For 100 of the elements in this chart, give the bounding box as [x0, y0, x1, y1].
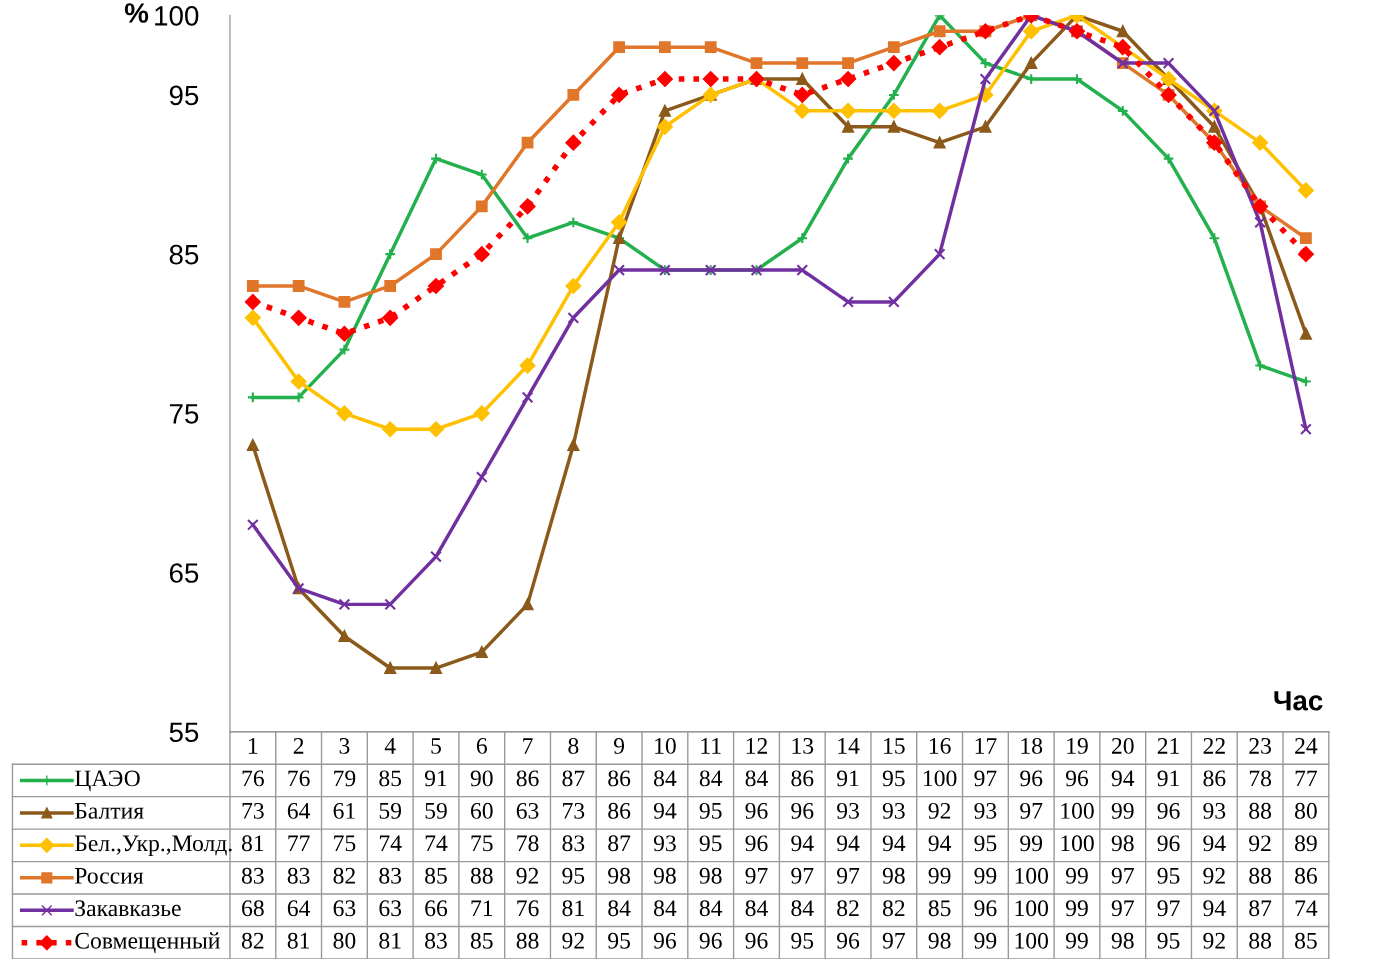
- legend-label: Совмещенный: [75, 932, 220, 954]
- x-tick-label: 15: [884, 738, 905, 754]
- data-label: 96: [745, 835, 768, 852]
- data-label: 100: [1015, 867, 1049, 884]
- data-label: 82: [333, 867, 355, 884]
- data-label: 96: [1157, 835, 1180, 852]
- data-label: 86: [1295, 867, 1318, 884]
- data-label: 88: [516, 932, 539, 949]
- data-label: 77: [288, 835, 310, 852]
- data-label: 76: [242, 770, 264, 787]
- data-label: 86: [608, 802, 631, 819]
- data-label: 84: [699, 900, 723, 917]
- y-tick-label: 75: [169, 404, 199, 424]
- data-label: 92: [562, 932, 584, 949]
- data-label: 75: [471, 835, 493, 852]
- x-tick-label: 23: [1249, 737, 1272, 754]
- data-label: 83: [241, 867, 264, 884]
- data-label: 100: [1015, 900, 1049, 917]
- data-label: 92: [1203, 932, 1225, 949]
- data-label: 97: [1020, 802, 1043, 819]
- data-label: 86: [1203, 770, 1226, 787]
- data-label: 92: [928, 802, 951, 819]
- legend-label: Бел.,Укр.,Молд.: [74, 835, 232, 857]
- data-label: 97: [882, 932, 905, 949]
- data-label: 98: [928, 932, 951, 949]
- y-tick-label: 100: [155, 6, 199, 26]
- data-label: 96: [974, 900, 997, 917]
- data-label: 96: [1065, 770, 1089, 787]
- data-label: 75: [334, 835, 356, 852]
- x-tick-label: 10: [655, 737, 676, 754]
- x-tick-label: 20: [1112, 737, 1134, 754]
- data-label: 98: [653, 867, 676, 884]
- legend-label: ЦАЭО: [74, 770, 140, 792]
- data-label: 82: [837, 900, 859, 917]
- data-label: 68: [242, 900, 264, 917]
- data-label: 71: [471, 900, 493, 916]
- x-tick-label: 4: [384, 738, 396, 754]
- data-label: 90: [470, 770, 493, 787]
- data-label: 85: [425, 867, 447, 884]
- x-tick-label: 2: [293, 737, 304, 754]
- data-label: 81: [379, 932, 401, 949]
- data-label: 95: [882, 770, 905, 787]
- data-label: 80: [333, 932, 356, 949]
- data-label: 74: [379, 835, 402, 852]
- x-tick-label: 12: [746, 737, 767, 754]
- data-label: 96: [745, 932, 768, 949]
- x-tick-label: 9: [613, 737, 625, 754]
- data-label: 84: [791, 900, 814, 917]
- data-label: 63: [516, 802, 539, 819]
- data-label: 91: [1157, 770, 1179, 787]
- x-tick-label: 11: [701, 738, 721, 754]
- data-label: 59: [425, 802, 447, 819]
- x-tick-label: 19: [1067, 737, 1088, 754]
- data-label: 95: [1157, 867, 1180, 884]
- data-label: 86: [791, 770, 814, 787]
- data-label: 94: [837, 835, 860, 852]
- data-label: 94: [928, 835, 952, 852]
- data-label: 87: [562, 770, 585, 787]
- data-label: 77: [1295, 770, 1318, 787]
- data-label: 81: [287, 932, 310, 949]
- data-label: 89: [1295, 835, 1317, 852]
- x-tick-label: 5: [431, 738, 441, 754]
- data-label: 82: [882, 900, 905, 917]
- data-label: 97: [791, 867, 814, 884]
- y-axis-title: %: [124, 3, 149, 23]
- data-label: 97: [1111, 900, 1134, 917]
- data-label: 98: [608, 867, 631, 884]
- data-label: 91: [424, 770, 447, 787]
- data-label: 85: [1295, 932, 1317, 949]
- data-label: 99: [1065, 932, 1088, 949]
- data-label: 61: [333, 802, 355, 819]
- x-tick-label: 7: [523, 738, 533, 754]
- data-label: 97: [745, 867, 768, 884]
- data-label: 92: [1203, 867, 1225, 884]
- y-tick-label: 95: [169, 85, 199, 106]
- data-label: 84: [745, 900, 768, 917]
- data-label: 97: [1157, 900, 1180, 917]
- data-label: 100: [924, 770, 957, 787]
- x-tick-label: 3: [339, 737, 350, 754]
- data-label: 94: [653, 802, 677, 819]
- data-label: 83: [287, 867, 310, 884]
- data-label: 93: [837, 802, 859, 819]
- data-label: 98: [699, 867, 722, 884]
- data-label: 85: [928, 900, 951, 917]
- data-label: 94: [791, 835, 814, 852]
- data-label: 60: [470, 802, 493, 819]
- data-label: 86: [608, 770, 631, 787]
- data-label: 84: [654, 770, 677, 787]
- data-label: 88: [1249, 932, 1272, 949]
- data-label: 86: [516, 770, 539, 787]
- data-label: 83: [425, 932, 447, 949]
- x-tick-label: 8: [568, 737, 579, 754]
- data-label: 78: [1249, 770, 1272, 787]
- data-label: 59: [379, 802, 402, 819]
- data-label: 93: [882, 802, 905, 819]
- data-label: 93: [653, 835, 676, 852]
- data-label: 88: [1249, 867, 1272, 884]
- legend-label: Балтия: [74, 803, 144, 819]
- data-label: 99: [1065, 900, 1088, 917]
- y-tick-label: 85: [169, 244, 199, 265]
